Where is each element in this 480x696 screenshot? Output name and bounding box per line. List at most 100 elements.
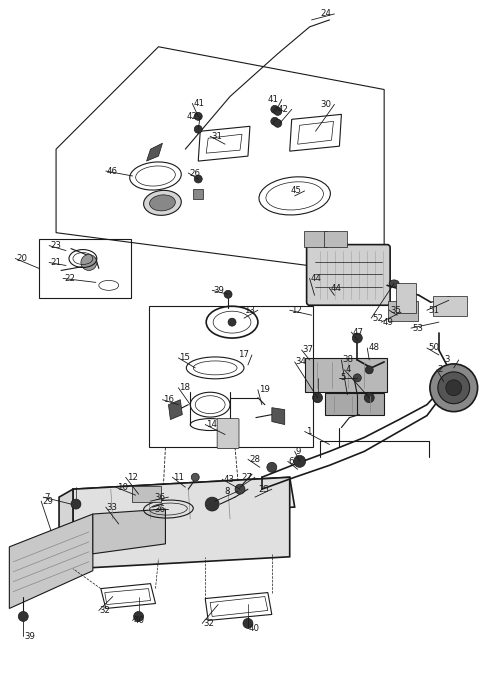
FancyBboxPatch shape <box>396 283 416 313</box>
Polygon shape <box>59 489 73 577</box>
FancyBboxPatch shape <box>307 244 390 306</box>
Circle shape <box>224 290 232 299</box>
Text: 5: 5 <box>340 373 346 382</box>
Circle shape <box>438 372 469 404</box>
Circle shape <box>446 380 462 396</box>
Circle shape <box>271 118 279 125</box>
Circle shape <box>353 374 361 382</box>
Polygon shape <box>73 477 295 519</box>
Text: 41: 41 <box>193 99 204 108</box>
Text: 2: 2 <box>438 365 444 374</box>
Circle shape <box>205 497 219 511</box>
Text: 13: 13 <box>244 306 255 315</box>
Text: 32: 32 <box>100 606 111 615</box>
Text: 44: 44 <box>330 284 341 293</box>
Text: 25: 25 <box>258 484 269 493</box>
Text: 15: 15 <box>180 354 191 363</box>
Text: 9: 9 <box>296 447 301 456</box>
Text: 3: 3 <box>445 356 450 365</box>
Text: 37: 37 <box>302 345 313 354</box>
Text: 48: 48 <box>368 344 379 352</box>
Circle shape <box>364 393 374 403</box>
Circle shape <box>81 255 97 271</box>
Text: 39: 39 <box>213 286 224 295</box>
Text: 24: 24 <box>321 10 332 19</box>
Circle shape <box>228 318 236 326</box>
Ellipse shape <box>150 195 175 211</box>
Circle shape <box>194 175 202 183</box>
Text: 22: 22 <box>64 274 75 283</box>
Circle shape <box>133 612 144 622</box>
Ellipse shape <box>144 190 181 215</box>
Text: 42: 42 <box>186 112 197 121</box>
Circle shape <box>192 473 199 481</box>
Text: 11: 11 <box>173 473 184 482</box>
Text: 40: 40 <box>133 616 144 625</box>
Text: 51: 51 <box>428 306 439 315</box>
Text: 49: 49 <box>382 317 393 326</box>
Ellipse shape <box>389 280 399 287</box>
Text: 20: 20 <box>16 254 27 263</box>
Circle shape <box>243 619 253 628</box>
Text: 46: 46 <box>107 166 118 175</box>
Circle shape <box>274 107 282 116</box>
FancyBboxPatch shape <box>217 418 239 448</box>
Text: 52: 52 <box>372 314 383 323</box>
Circle shape <box>312 393 323 403</box>
Text: 30: 30 <box>321 100 332 109</box>
Text: 10: 10 <box>117 483 128 491</box>
Text: 8: 8 <box>224 487 229 496</box>
Text: 40: 40 <box>249 624 260 633</box>
Polygon shape <box>73 477 290 569</box>
Text: 35: 35 <box>390 306 401 315</box>
FancyBboxPatch shape <box>433 296 467 316</box>
Text: 28: 28 <box>249 455 260 464</box>
Text: 16: 16 <box>164 395 174 404</box>
Text: 1: 1 <box>306 427 311 436</box>
Text: 50: 50 <box>428 344 439 352</box>
Polygon shape <box>324 393 384 415</box>
Polygon shape <box>93 509 166 554</box>
Circle shape <box>194 125 202 133</box>
FancyBboxPatch shape <box>324 230 348 246</box>
Text: 18: 18 <box>180 383 191 393</box>
Text: 34: 34 <box>296 358 307 366</box>
Text: 7: 7 <box>44 493 49 502</box>
Polygon shape <box>146 143 162 161</box>
Text: 12: 12 <box>291 306 302 315</box>
Text: 12: 12 <box>127 473 138 482</box>
FancyBboxPatch shape <box>304 230 327 246</box>
Text: 17: 17 <box>238 351 249 359</box>
Text: 19: 19 <box>259 386 270 394</box>
Text: 31: 31 <box>211 132 222 141</box>
Polygon shape <box>168 400 182 420</box>
Text: 21: 21 <box>50 258 61 267</box>
Text: 45: 45 <box>291 187 302 196</box>
Circle shape <box>235 484 245 494</box>
Text: 4: 4 <box>346 365 351 374</box>
Circle shape <box>274 119 282 127</box>
Circle shape <box>294 455 306 467</box>
Text: 42: 42 <box>278 105 289 114</box>
Text: 38: 38 <box>342 356 353 365</box>
Text: 36: 36 <box>155 493 166 502</box>
Circle shape <box>194 112 202 120</box>
Text: 6: 6 <box>288 457 294 466</box>
Text: 27: 27 <box>241 473 252 482</box>
Text: 33: 33 <box>107 503 118 512</box>
Text: 41: 41 <box>268 95 279 104</box>
Circle shape <box>71 499 81 509</box>
Text: 44: 44 <box>311 274 322 283</box>
Circle shape <box>430 364 478 411</box>
Text: 23: 23 <box>50 241 61 250</box>
Text: 26: 26 <box>189 168 200 177</box>
FancyBboxPatch shape <box>132 487 161 502</box>
Circle shape <box>352 333 362 343</box>
Circle shape <box>365 366 373 374</box>
FancyBboxPatch shape <box>193 189 203 199</box>
Text: 29: 29 <box>42 497 53 505</box>
Text: 53: 53 <box>412 324 423 333</box>
Text: 47: 47 <box>352 328 363 337</box>
Text: 14: 14 <box>206 420 217 429</box>
FancyBboxPatch shape <box>388 301 418 321</box>
